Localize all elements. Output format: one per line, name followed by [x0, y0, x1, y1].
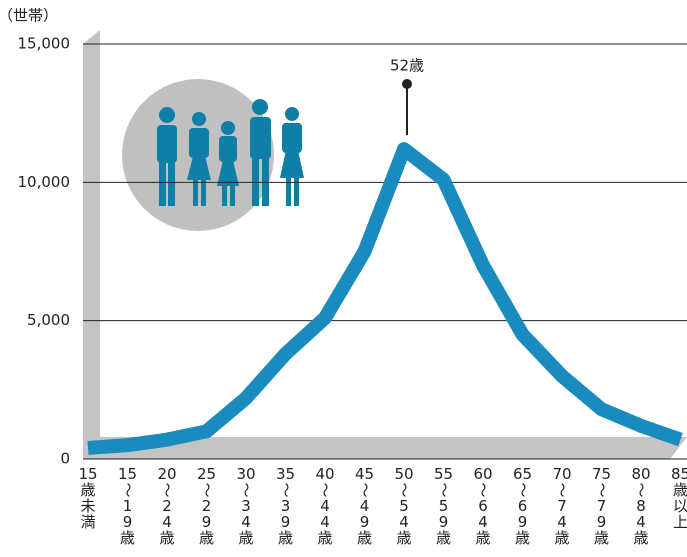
y-tick-label: 0 — [60, 450, 70, 468]
x-tick-label: 15 〜 1 9 歳 — [117, 465, 138, 547]
x-tick-label: 50 〜 5 4 歳 — [394, 465, 414, 547]
x-tick-label: 15 歳未満 — [78, 465, 98, 531]
annotation: 52歳 — [390, 57, 424, 75]
floor — [83, 437, 687, 459]
y-tick-label: 5,000 — [27, 311, 70, 329]
x-tick-label: 40 〜 4 4 歳 — [315, 465, 335, 547]
family-icon — [122, 79, 304, 231]
x-tick-label: 80 〜 8 4 歳 — [631, 465, 651, 547]
annotation-dot — [402, 79, 412, 89]
x-tick-label: 85 歳以上 — [670, 465, 687, 531]
x-tick-label: 70 〜 7 4 歳 — [552, 465, 572, 547]
x-tick-label: 30 〜 3 4 歳 — [236, 465, 256, 547]
x-tick-label: 75 〜 7 9 歳 — [591, 465, 612, 547]
data-line — [87, 142, 683, 455]
x-tick-label: 60 〜 6 4 歳 — [473, 465, 493, 547]
x-tick-label: 35 〜 3 9 歳 — [275, 465, 296, 547]
x-tick-label: 65 〜 6 9 歳 — [512, 465, 533, 547]
x-tick-label: 25 〜 2 9 歳 — [196, 465, 217, 547]
y-tick-label: 10,000 — [18, 173, 71, 191]
x-tick-label: 45 〜 4 9 歳 — [354, 465, 375, 547]
x-tick-label: 55 〜 5 9 歳 — [433, 465, 454, 547]
y-axis-label: （世帯） — [0, 7, 58, 25]
y-tick-label: 15,000 — [18, 35, 71, 53]
left-wall — [83, 30, 100, 459]
x-tick-label: 20 〜 2 4 歳 — [157, 465, 177, 547]
